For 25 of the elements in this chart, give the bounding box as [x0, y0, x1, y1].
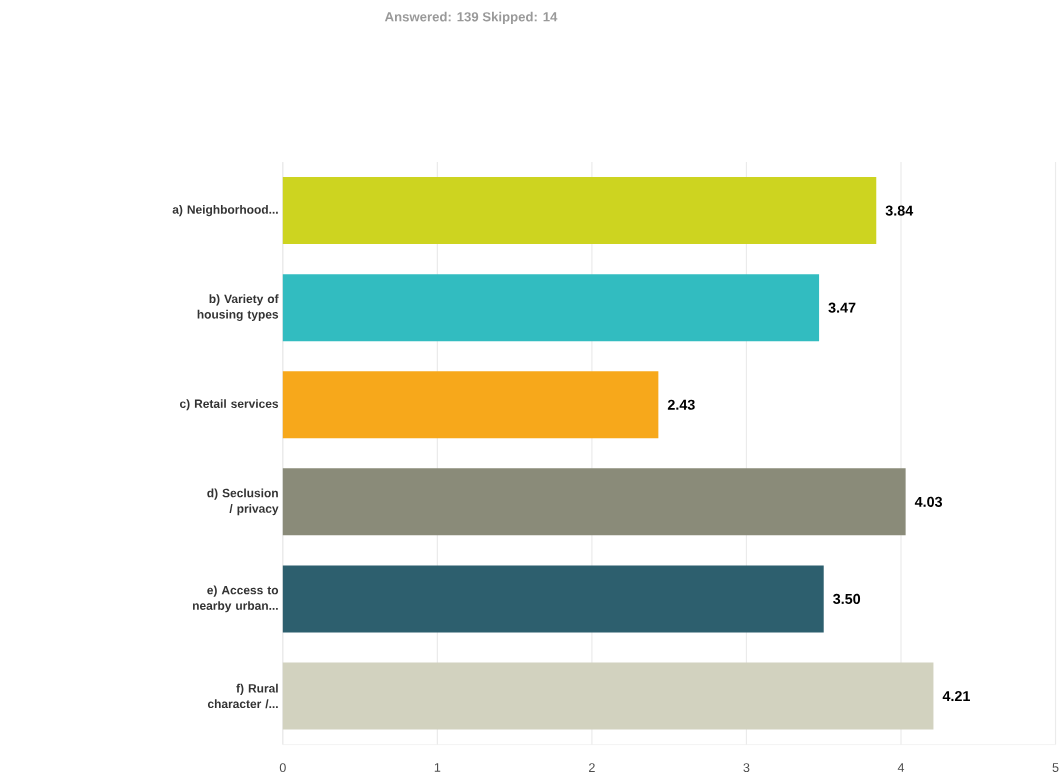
- bar: [282, 371, 659, 439]
- y-tick-label: b) Variety of housing types: [197, 294, 279, 322]
- x-tick-label: 1: [434, 763, 441, 772]
- x-tick-label: 4: [897, 763, 905, 772]
- y-tick-label: e) Access to nearby urban...: [192, 585, 279, 613]
- data-label: 2.43: [667, 399, 695, 410]
- y-tick-label: d) Seclusion / privacy: [207, 488, 279, 516]
- bar: [282, 662, 934, 730]
- bar: [282, 177, 877, 245]
- y-tick-label: a) Neighborhood...: [172, 204, 278, 217]
- data-label: 4.21: [942, 691, 970, 702]
- y-tick-label: c) Retail services: [179, 399, 279, 411]
- bar: [282, 565, 824, 633]
- x-tick-label: 3: [743, 763, 750, 773]
- bar: [282, 468, 906, 536]
- data-label: 3.50: [833, 593, 861, 605]
- x-tick-label: 2: [589, 763, 595, 772]
- x-tick-label: 0: [279, 763, 286, 773]
- bar: [282, 274, 820, 342]
- data-label: 3.84: [885, 205, 914, 216]
- x-tick-label: 5: [1052, 763, 1059, 772]
- chart-title: Answered: 139 Skipped: 14: [384, 11, 558, 25]
- data-label: 4.03: [914, 496, 943, 507]
- data-label: 3.47: [828, 302, 856, 313]
- y-tick-label: f) Rural character /...: [207, 683, 278, 709]
